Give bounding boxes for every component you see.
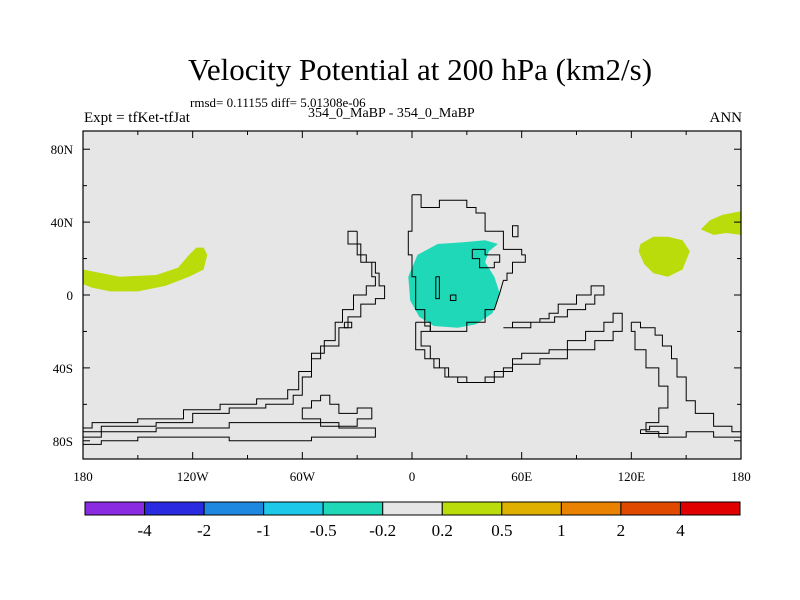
period-label: ANN (709, 110, 743, 126)
colorbar-swatch (560, 501, 622, 516)
y-tick-label: 40N (51, 215, 74, 230)
west-pacific-positive-anomaly (638, 236, 690, 277)
y-tick-label: 0 (67, 288, 74, 303)
x-tick-label: 0 (409, 469, 416, 484)
colorbar-label: 1 (557, 521, 566, 540)
africa-europe-coastline (407, 194, 526, 332)
colorbar-swatch (322, 501, 384, 516)
colorbar-label: -1 (257, 521, 271, 540)
colorbar-swatch (620, 501, 681, 516)
x-tick-label: 60E (511, 469, 532, 484)
y-tick-label: 80S (53, 434, 73, 449)
north-island-coastline (512, 225, 519, 238)
y-tick-label: 80N (51, 142, 74, 157)
colorbar-label: -2 (197, 521, 211, 540)
antarctic-strip-coastline (83, 422, 376, 445)
x-tick-label: 120E (618, 469, 646, 484)
colorbar-label: 0.2 (432, 521, 453, 540)
colorbar-label: -0.5 (310, 521, 337, 540)
colorbar-swatch (382, 501, 443, 516)
madagascar-coastline (449, 294, 457, 301)
colorbar-label: -0.2 (369, 521, 396, 540)
colorbar-swatch (501, 501, 562, 516)
colorbar-label: -4 (137, 521, 152, 540)
indian-ocean-coastline (503, 285, 605, 329)
colorbar-label: 2 (617, 521, 626, 540)
experiment-label: Expt = tfKet-tfJat (84, 110, 190, 126)
colorbar-swatch (84, 501, 146, 516)
colorbar-swatch (203, 501, 265, 516)
africa-negative-anomaly (408, 240, 500, 328)
colorbar-label: 0.5 (491, 521, 512, 540)
y-tick-label: 40S (53, 361, 73, 376)
south-america-coastline (83, 230, 386, 433)
colorbar-label: 4 (676, 521, 685, 540)
x-tick-label: 60W (290, 469, 316, 484)
x-tick-label: 120W (177, 469, 210, 484)
south-atlantic-islands-coastline (301, 394, 373, 427)
australia-coastline (630, 321, 741, 438)
colorbar-swatch (144, 501, 205, 516)
arabia-coastline (471, 248, 501, 269)
colorbar-swatch (441, 501, 503, 516)
colorbar-swatch (679, 501, 741, 516)
atlantic-channel-coastline (415, 312, 623, 383)
colorbar-swatch (263, 501, 324, 516)
north-pacific-positive-anomaly (700, 211, 741, 235)
stats-label: rmsd= 0.11155 diff= 5.01308e-06 (190, 95, 366, 110)
x-tick-label: 180 (731, 469, 751, 484)
chart-title: Velocity Potential at 200 hPa (km2/s) (187, 52, 653, 87)
cases-label: 354_0_MaBP - 354_0_MaBP (308, 106, 475, 121)
colorbar: -4 -2 -1 -0.5 -0.2 0.2 0.5 1 2 4 (84, 501, 741, 540)
africa-inner-coastline (435, 276, 440, 300)
small-atlantic-island-coastline (343, 321, 353, 329)
pacific-positive-anomaly (83, 247, 208, 292)
x-tick-label: 180 (73, 469, 93, 484)
antarctic-east-coastline (640, 425, 669, 434)
